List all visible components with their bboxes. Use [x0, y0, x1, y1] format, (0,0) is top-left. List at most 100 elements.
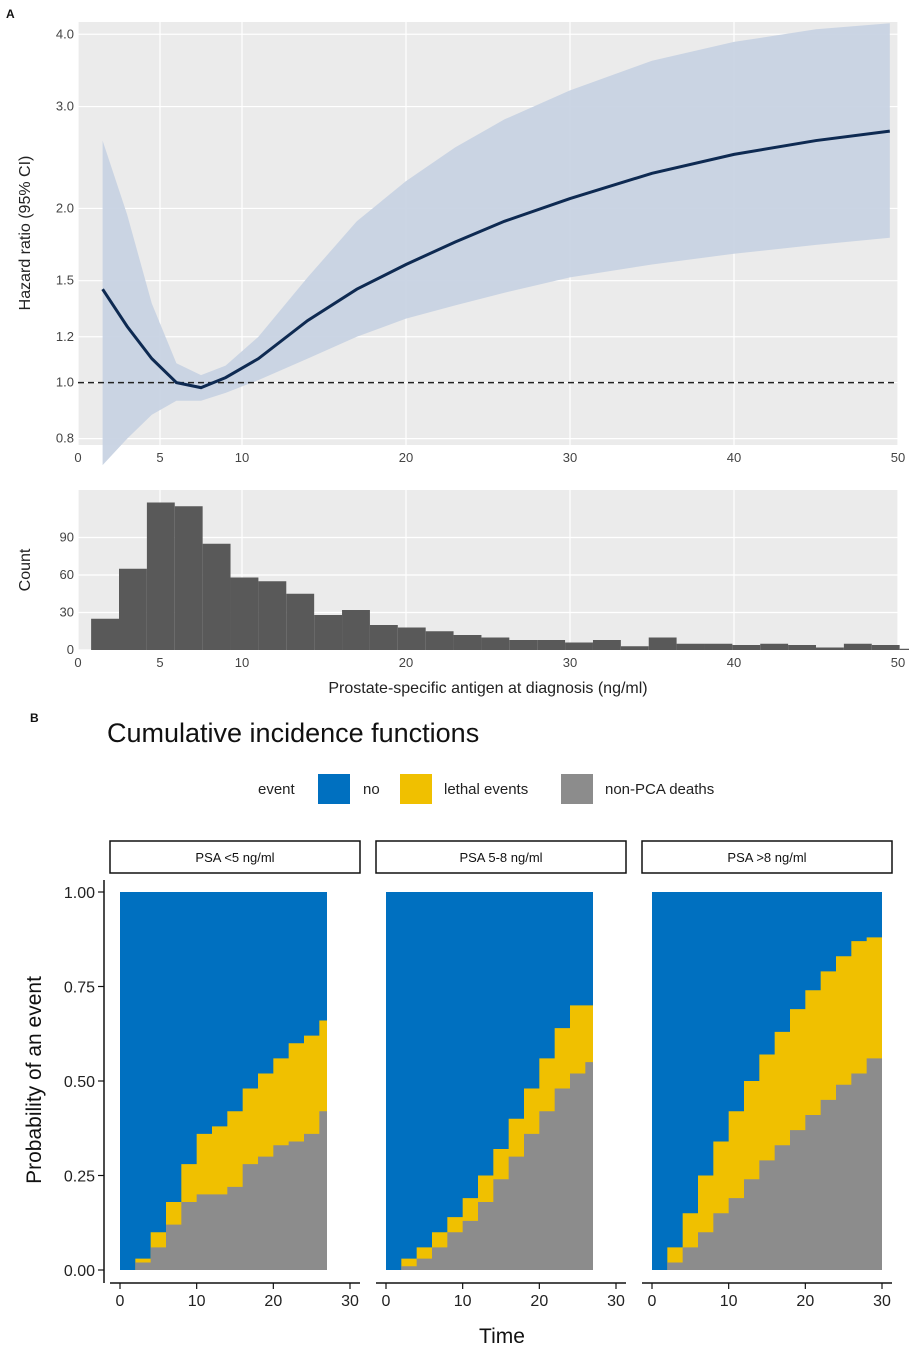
hist-y-tick-label: 0	[67, 642, 74, 657]
facet-x-tick-label: 30	[607, 1293, 625, 1310]
hr-x-tick-label: 0	[74, 450, 81, 465]
hr-x-tick-label: 10	[235, 450, 249, 465]
facet-strip	[641, 840, 893, 874]
cif-y-tick-label: 0.75	[64, 980, 95, 997]
histogram-bar	[732, 645, 761, 650]
facet-strip-label: PSA 5-8 ng/ml	[459, 850, 542, 865]
cif-y-tick-label: 0.25	[64, 1169, 95, 1186]
hazard-ratio-y-ticks: 0.8 1.0 1.2 1.5 2.0 3.0 4.0	[56, 26, 74, 445]
cif-x-axis-label: Time	[479, 1325, 525, 1348]
histogram-bar	[899, 648, 909, 650]
hazard-ratio-y-axis-label: Hazard ratio (95% CI)	[17, 156, 34, 311]
histogram-bar	[91, 618, 119, 650]
histogram-bar	[425, 631, 454, 650]
facet-x-tick-label: 20	[530, 1293, 548, 1310]
histogram-bar	[788, 645, 816, 650]
hr-y-tick-label: 0.8	[56, 431, 74, 446]
histogram-bar	[704, 643, 733, 650]
histogram-bar	[871, 645, 900, 650]
histogram-bar	[760, 643, 789, 650]
hr-x-tick-label: 30	[563, 450, 577, 465]
histogram-bar	[481, 637, 510, 650]
hist-x-tick-label: 10	[235, 655, 249, 670]
cif-facet: PSA >8 ng/ml 0 10 20 30	[641, 840, 893, 1310]
histogram-y-axis-label: Count	[17, 548, 34, 591]
facet-x-tick-label: 10	[454, 1293, 472, 1310]
hist-x-tick-label: 20	[399, 655, 413, 670]
hr-y-tick-label: 1.5	[56, 273, 74, 288]
hr-x-tick-label: 40	[727, 450, 741, 465]
histogram-bar	[342, 610, 370, 650]
histogram-bar	[816, 647, 844, 650]
histogram-bar	[119, 568, 147, 650]
legend-label-lethal-events: lethal events	[444, 781, 528, 798]
histogram-bar	[314, 615, 343, 650]
histogram-bar	[537, 640, 566, 650]
hist-x-tick-label: 5	[156, 655, 163, 670]
panel-a-label: A	[6, 7, 15, 21]
facet-x-tick-label: 0	[648, 1293, 657, 1310]
histogram-bar	[230, 577, 259, 650]
hazard-ratio-line	[101, 129, 890, 390]
facet-x-tick-label: 20	[264, 1293, 282, 1310]
histogram-bar	[258, 581, 287, 650]
histogram-bar	[620, 646, 649, 650]
histogram-bar	[397, 627, 426, 650]
legend-label-no: no	[363, 781, 380, 798]
cif-title: Cumulative incidence functions	[107, 718, 479, 748]
hr-y-tick-label: 1.0	[56, 375, 74, 390]
cif-facet: PSA 5-8 ng/ml 0 10 20 30	[375, 840, 627, 1310]
histogram-bar	[509, 640, 538, 650]
facet-strip-label: PSA <5 ng/ml	[195, 850, 274, 865]
histogram-bar	[202, 543, 231, 650]
hist-x-tick-label: 50	[891, 655, 905, 670]
area-non-pca-deaths	[652, 1058, 882, 1270]
facet-x-tick-label: 20	[796, 1293, 814, 1310]
histogram-bar	[565, 642, 593, 650]
histogram-bar	[174, 506, 203, 650]
facet-x-tick-label: 30	[873, 1293, 891, 1310]
facet-strip-label: PSA >8 ng/ml	[727, 850, 806, 865]
cif-facet: PSA <5 ng/ml 0 10 20 30	[109, 840, 361, 1310]
histogram-bars	[91, 502, 909, 650]
facet-x-tick-label: 10	[720, 1293, 738, 1310]
facet-x-tick-label: 0	[116, 1293, 125, 1310]
histogram-bar	[146, 502, 175, 650]
histogram-bar	[648, 637, 677, 650]
cif-y-axis-label: Probability of an event	[23, 976, 46, 1184]
legend-key-non-pca-deaths	[561, 774, 593, 804]
cif-legend: event no lethal events non-PCA deaths	[258, 774, 714, 804]
histogram-y-ticks: 0 30 60 90	[60, 530, 74, 658]
hist-y-tick-label: 90	[60, 530, 74, 545]
hr-x-tick-label: 20	[399, 450, 413, 465]
cif-y-tick-label: 0.00	[64, 1263, 95, 1280]
hazard-ratio-panel: 0.8 1.0 1.2 1.5 2.0 3.0 4.0 0 5 10 20 30 40 50 Hazar…	[17, 22, 905, 466]
area-non-pca-deaths	[386, 1062, 593, 1270]
histogram-bar	[369, 625, 398, 650]
legend-key-lethal-events	[400, 774, 432, 804]
hr-y-tick-label: 1.2	[56, 329, 74, 344]
facet-x-tick-label: 10	[188, 1293, 206, 1310]
hist-x-tick-label: 40	[727, 655, 741, 670]
legend-label-non-pca-deaths: non-PCA deaths	[605, 781, 714, 798]
histogram-x-axis-label: Prostate-specific antigen at diagnosis (…	[328, 680, 647, 697]
cif-y-tick-label: 1.00	[64, 885, 95, 902]
facet-x-tick-label: 30	[341, 1293, 359, 1310]
histogram-bar	[843, 643, 872, 650]
hr-y-tick-label: 4.0	[56, 26, 74, 41]
legend-title: event	[258, 781, 296, 798]
facet-strip	[109, 840, 361, 874]
hist-y-tick-label: 60	[60, 567, 74, 582]
cif-y-ticks: 0.00 0.25 0.50 0.75 1.00	[64, 880, 105, 1283]
hist-x-tick-label: 0	[74, 655, 81, 670]
hist-y-tick-label: 30	[60, 605, 74, 620]
panel-b-label: B	[30, 711, 39, 725]
hazard-ratio-confidence-band	[102, 23, 890, 466]
hr-y-tick-label: 2.0	[56, 200, 74, 215]
hr-x-tick-label: 50	[891, 450, 905, 465]
facet-strip	[375, 840, 627, 874]
cif-y-tick-label: 0.50	[64, 1074, 95, 1091]
hr-x-tick-label: 5	[156, 450, 163, 465]
